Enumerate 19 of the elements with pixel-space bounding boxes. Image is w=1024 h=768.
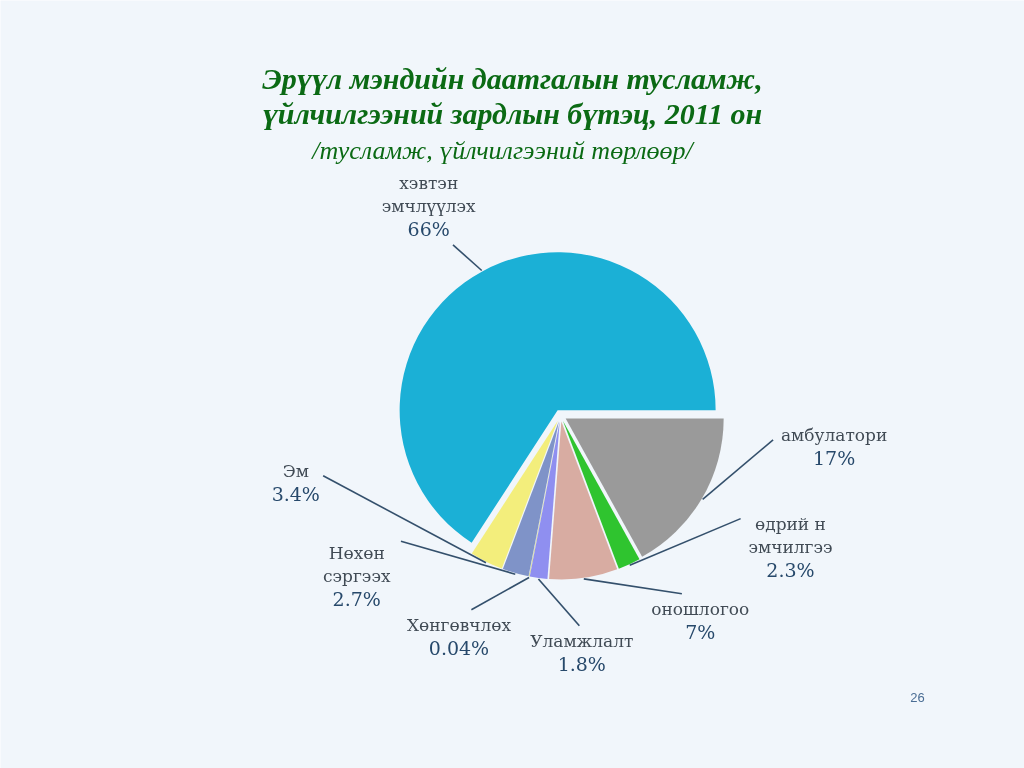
slice-label: Хөнгөвчлөх bbox=[406, 615, 512, 636]
text: 26 bbox=[910, 690, 925, 705]
slice-label: амбулатори bbox=[780, 425, 888, 446]
slice-label: Нөхөн сэргээх bbox=[323, 543, 391, 587]
slice-label: Эм bbox=[282, 461, 309, 482]
slice-label: хэвтэн эмчлүүлэх bbox=[381, 173, 477, 217]
slice-label: оношлогоо bbox=[651, 599, 750, 620]
slice-label: Уламжлалт bbox=[530, 631, 634, 652]
chart-subtitle: /тусламж, үйлчилгээний төрлөөр/ bbox=[310, 136, 696, 165]
data-label: 1.8% bbox=[557, 653, 606, 676]
data-label: 2.3% bbox=[766, 559, 815, 582]
slice-label: өдрий н эмчилгээ bbox=[748, 514, 833, 558]
data-label: 7% bbox=[685, 621, 716, 644]
chart-title: Эрүүл мэндийн даатгалын тусламж, үйлчилгээний зардлын бүтэц, 2011 он bbox=[262, 62, 763, 130]
data-label: 0.04% bbox=[428, 637, 490, 660]
data-label: 3.4% bbox=[271, 483, 320, 506]
data-label: 66% bbox=[407, 218, 450, 241]
data-label: 17% bbox=[812, 447, 856, 470]
data-label: 2.7% bbox=[332, 588, 381, 611]
